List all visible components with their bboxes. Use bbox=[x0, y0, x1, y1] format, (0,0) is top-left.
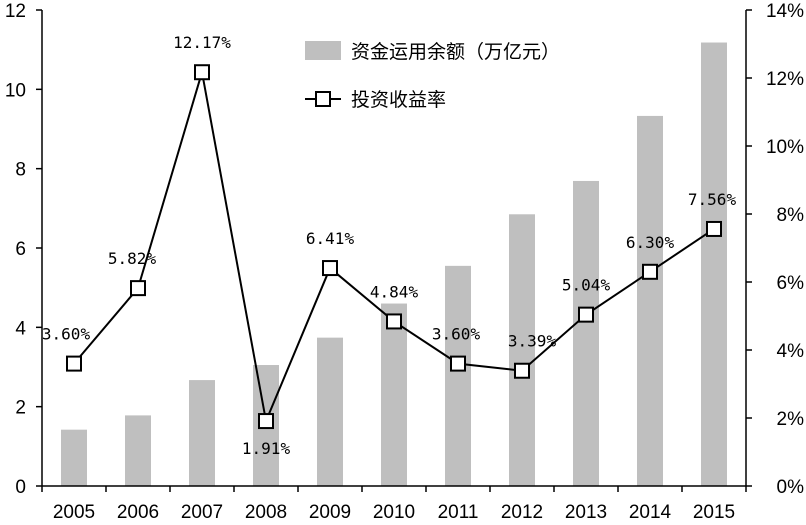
y-left-tick-label: 2 bbox=[15, 398, 26, 419]
data-label: 3.39% bbox=[508, 332, 557, 351]
y-right-tick-label: 0% bbox=[777, 477, 805, 498]
y-right-tick-label: 6% bbox=[777, 273, 805, 294]
data-label: 6.41% bbox=[306, 229, 355, 248]
y-right-tick-label: 2% bbox=[777, 409, 805, 430]
x-tick-label: 2014 bbox=[629, 502, 672, 523]
bar bbox=[381, 303, 407, 486]
bar bbox=[637, 115, 663, 486]
x-tick-label: 2005 bbox=[53, 502, 95, 523]
data-label: 12.17% bbox=[173, 33, 231, 52]
legend: 资金运用余额（万亿元） 投资收益率 bbox=[305, 41, 560, 111]
x-tick-label: 2013 bbox=[565, 502, 607, 523]
bar bbox=[509, 214, 535, 487]
y-right-tick-label: 10% bbox=[766, 137, 804, 158]
y-left-tick-label: 4 bbox=[15, 318, 26, 339]
data-label: 4.84% bbox=[370, 282, 419, 301]
point-marker bbox=[386, 313, 402, 330]
legend-bar-swatch bbox=[305, 41, 341, 60]
bar bbox=[61, 429, 87, 486]
bar-series bbox=[61, 42, 727, 487]
point-marker bbox=[578, 306, 594, 323]
bar bbox=[701, 42, 727, 486]
legend-marker-icon bbox=[315, 91, 331, 107]
data-label: 1.91% bbox=[242, 439, 291, 458]
point-marker bbox=[514, 362, 530, 379]
bar bbox=[125, 415, 151, 486]
y-left-tick-label: 0 bbox=[15, 477, 26, 498]
x-tick-label: 2009 bbox=[309, 502, 351, 523]
line-series bbox=[66, 64, 722, 430]
axes: 0 2 4 6 8 10 12 0% 2% 4% 6% 8% 10% 12% 14% 2005 2006 2007… bbox=[5, 1, 804, 523]
bar bbox=[573, 180, 599, 487]
point-marker bbox=[642, 263, 658, 280]
point-marker bbox=[258, 413, 274, 430]
point-marker bbox=[66, 355, 82, 372]
x-tick-label: 2011 bbox=[438, 502, 479, 523]
point-marker bbox=[450, 355, 466, 372]
x-tick-label: 2010 bbox=[373, 502, 415, 523]
x-tick-label: 2006 bbox=[117, 502, 159, 523]
y-right-tick-label: 8% bbox=[777, 205, 805, 226]
x-tick-label: 2015 bbox=[693, 502, 735, 523]
y-left-tick-label: 12 bbox=[5, 1, 26, 22]
data-labels: 3.60% 5.82% 12.17% 1.91% 6.41% 4.84% 3.60% 3.39… bbox=[42, 33, 737, 458]
bar bbox=[317, 337, 343, 486]
bar bbox=[189, 380, 215, 486]
legend-line-label: 投资收益率 bbox=[351, 89, 446, 111]
y-left-tick-label: 10 bbox=[5, 80, 26, 101]
data-label: 3.60% bbox=[432, 325, 481, 344]
point-marker bbox=[194, 64, 210, 81]
bar bbox=[445, 265, 471, 486]
data-label: 6.30% bbox=[626, 233, 675, 252]
x-tick-label: 2008 bbox=[245, 502, 287, 523]
x-tick-label: 2007 bbox=[181, 502, 223, 523]
point-marker bbox=[706, 220, 722, 237]
x-tick-label: 2012 bbox=[501, 502, 543, 523]
data-label: 5.04% bbox=[562, 276, 611, 295]
legend-bar-label: 资金运用余额（万亿元） bbox=[351, 41, 560, 63]
y-right-tick-label: 4% bbox=[777, 341, 805, 362]
data-label: 5.82% bbox=[108, 249, 157, 268]
point-marker bbox=[130, 280, 146, 297]
point-marker bbox=[322, 260, 338, 277]
y-right-tick-label: 12% bbox=[766, 69, 804, 90]
y-left-tick-label: 8 bbox=[15, 160, 26, 181]
data-label: 3.60% bbox=[42, 325, 91, 344]
data-label: 7.56% bbox=[688, 190, 737, 209]
y-right-tick-label: 14% bbox=[766, 1, 804, 22]
y-left-tick-label: 6 bbox=[15, 239, 26, 260]
